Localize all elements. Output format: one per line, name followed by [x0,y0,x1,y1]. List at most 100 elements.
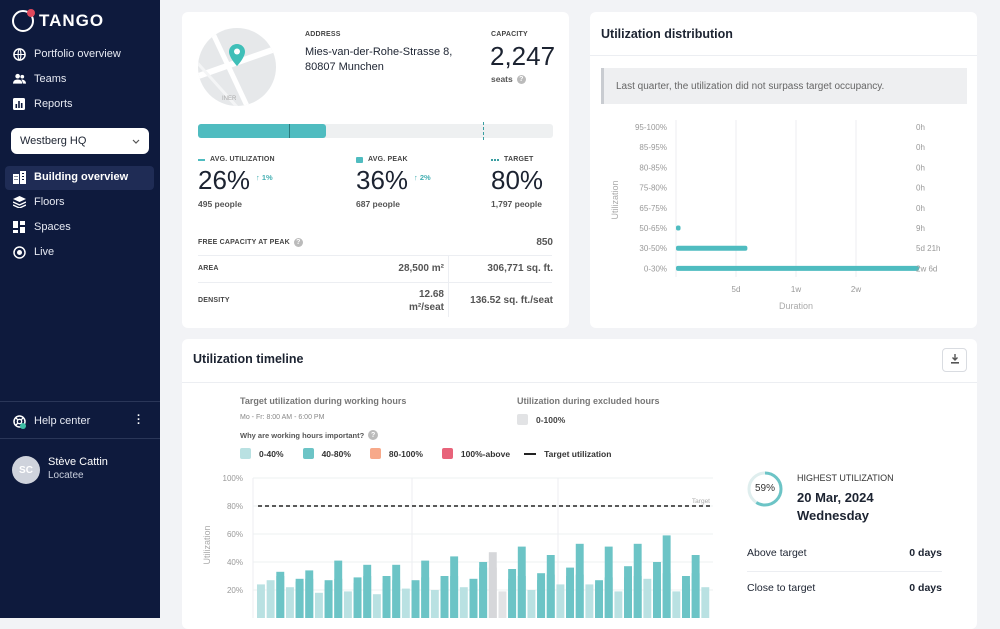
nav-label: Floors [34,196,65,208]
bar [324,584,333,618]
category-label: 75-80% [639,184,667,193]
bar [363,576,372,618]
stat-label: Above target [747,547,807,559]
bar [691,573,700,618]
timeline-chart: Utilization 100% 80% 60% 40% 20% Target [202,474,713,618]
sidebar-divider [0,401,160,402]
bar [653,580,661,618]
bar [676,225,681,231]
stat-label: Close to target [747,582,816,594]
address-line2: 80807 Munchen [305,61,384,73]
bar [624,577,632,618]
distribution-card [590,12,977,328]
utilization-bar [198,122,553,140]
legend-label: Target utilization [544,448,612,459]
density-metric-value: 12.68 [418,289,444,300]
bar [295,581,304,618]
help-icon[interactable]: ? [293,238,303,247]
y-tick-label: 60% [227,530,243,539]
bar [314,592,323,618]
nav-building-overview[interactable]: Building overview [12,170,128,184]
metric-value: 80% [491,165,544,195]
help-icon: ? [368,430,379,440]
bar [662,573,671,618]
capacity-value: 2,247 [490,41,556,71]
category-label: 0-30% [644,264,667,273]
bar [633,576,642,618]
building-icon [12,170,26,184]
bar [469,584,478,618]
nav-reports[interactable]: Reports [12,97,73,111]
bar [556,584,565,618]
nav-portfolio-overview[interactable]: Portfolio overview [12,47,121,61]
map-thumbnail[interactable]: INER [198,28,276,106]
download-button[interactable] [942,348,967,372]
working-hours-sub: Mo - Fr: 8:00 AM - 6:00 PM [240,414,325,421]
help-icon[interactable]: ? [516,74,526,84]
app-logo[interactable]: TANGO [12,9,104,32]
value-label: 9h [916,224,925,233]
lifebuoy-icon [12,414,26,429]
globe-icon [12,47,26,61]
bar [498,591,507,618]
nav-live[interactable]: Live [12,245,54,259]
legend-swatch [240,448,251,459]
legend-swatch [302,448,314,459]
more-options-icon[interactable]: · · · [137,410,141,430]
nav-teams[interactable]: Teams [12,72,66,86]
density-imperial: 136.52 sq. ft./seat [470,295,553,306]
avatar[interactable]: SC [12,456,40,484]
bar [343,591,352,618]
nav-floors[interactable]: Floors [12,195,65,209]
metric-avg-utilization: AVG. UTILIZATION 26% ↑ 1% 495 people [198,156,275,209]
stat-value: 0 days [909,582,942,594]
metric-label: AVG. UTILIZATION [210,156,275,163]
legend-label: 40-80% [321,448,351,459]
value-label: 0h [916,184,925,193]
metric-delta: 1% [261,173,273,182]
area-imperial: 306,771 sq. ft. [487,263,553,274]
bar [527,590,536,618]
area-metric: 28,500 m² [398,263,444,274]
address-line1: Mies-van-der-Rohe-Strasse 8, [305,46,453,58]
help-center[interactable]: Help center [12,414,90,429]
address: Mies-van-der-Rohe-Strasse 8, 80807 Munch… [305,45,452,75]
timeline-title: Utilization timeline [193,352,304,366]
nav-label: Reports [34,98,73,110]
value-label: 0h [916,143,925,152]
nav-label: Portfolio overview [34,48,121,60]
grid-icon [12,220,26,234]
category-label: 65-75% [639,204,667,213]
people-icon [12,72,26,86]
why-link-text: Why are working hours important? [240,430,365,440]
legend-label: 80-100% [388,448,423,459]
area-label: AREA [198,265,219,272]
metric-people: 1,797 people [491,199,543,209]
bar [585,584,594,618]
bar [440,581,449,618]
why-working-hours-link[interactable]: Why are working hours important? ? [240,430,379,440]
highest-percent: 59% [754,483,775,494]
capacity-label: CAPACITY [491,31,528,38]
bar [537,580,546,618]
nav-label: Building overview [34,171,129,183]
nav-spaces[interactable]: Spaces [12,220,71,234]
site-select[interactable]: Westberg HQ [11,128,149,154]
density-metric: 12.68 m²/seat [340,288,444,314]
legend-swatch [369,448,381,459]
bar [401,588,410,618]
utilization-marker [198,124,291,138]
bar [508,578,517,618]
y-tick-label: 40% [227,558,243,567]
value-label: 2w 6d [916,264,937,273]
value-label: 0h [916,204,925,213]
metric-label: AVG. PEAK [368,156,408,163]
category-label: 30-50% [639,244,667,253]
value-label: 5d 21h [916,244,940,253]
excluded-legend: 0-100% [517,414,565,425]
bar [517,576,526,618]
working-hours-label: Target utilization during working hours [240,396,407,406]
bar [266,580,275,618]
divider [448,283,449,317]
divider [590,55,977,56]
